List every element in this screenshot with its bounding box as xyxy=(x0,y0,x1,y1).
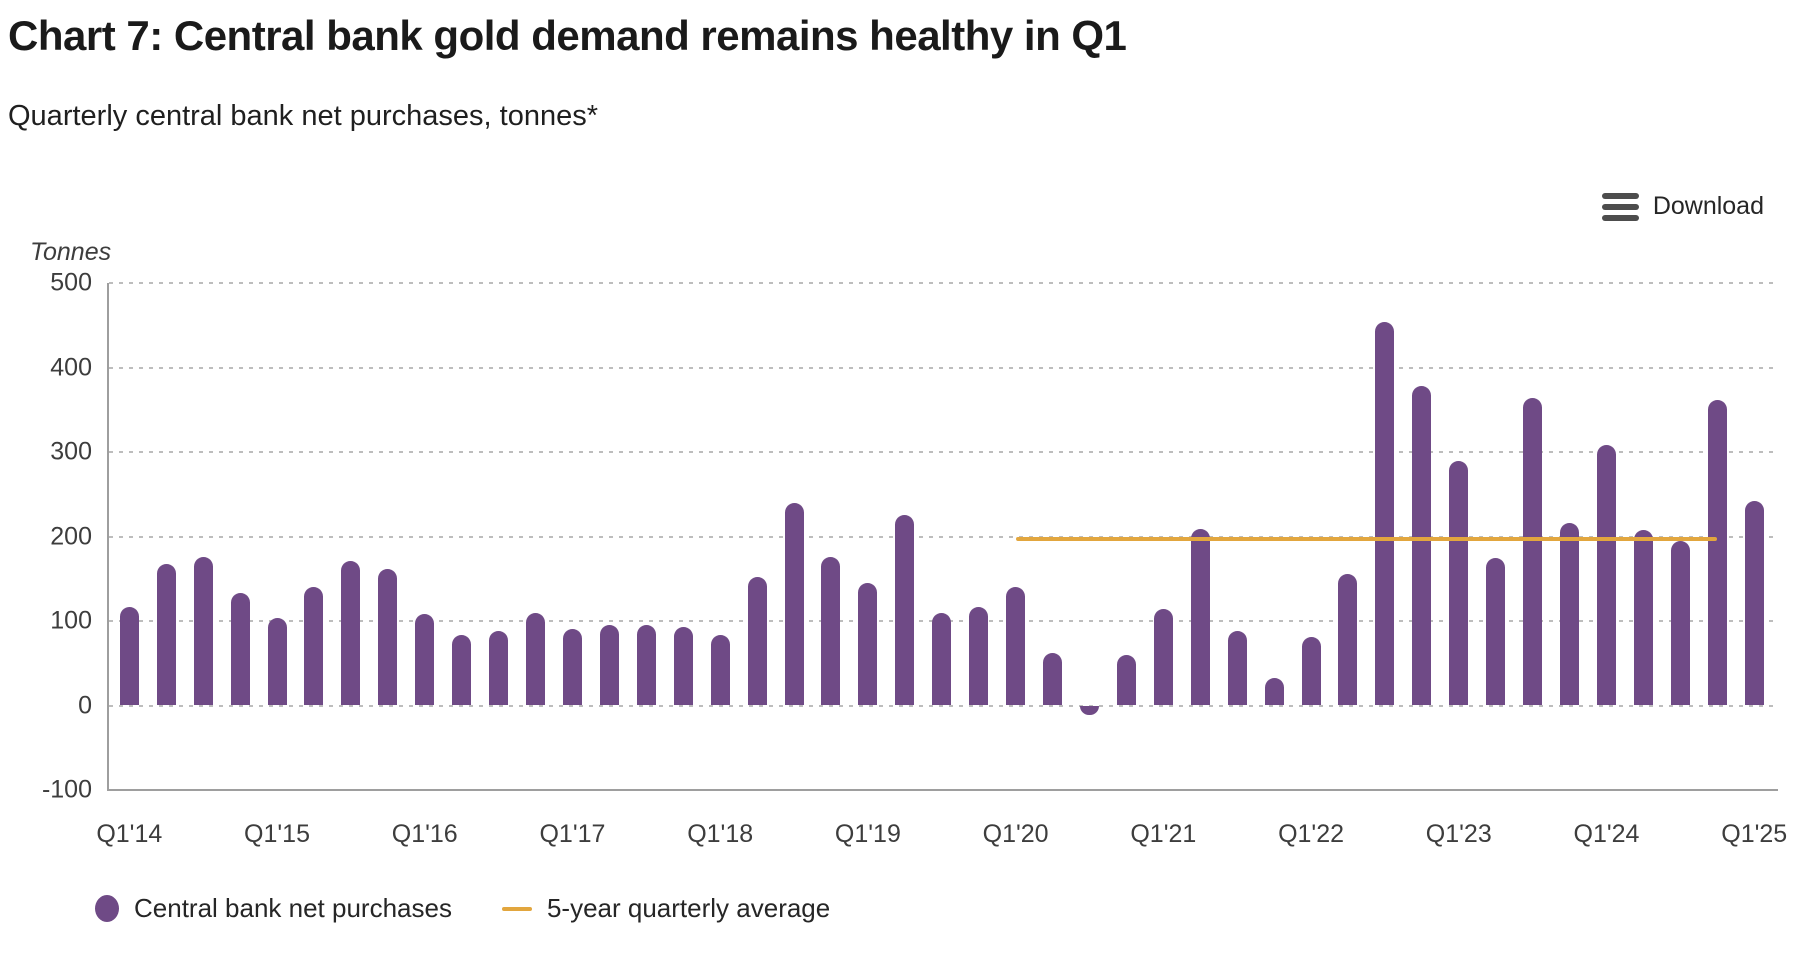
y-axis-tick-label: 200 xyxy=(50,522,92,550)
x-axis-tick-label: Q1'14 xyxy=(96,820,163,848)
chart-bar[interactable] xyxy=(1043,653,1063,706)
download-button[interactable]: Download xyxy=(1601,192,1764,221)
chart-bar[interactable] xyxy=(673,626,693,706)
chart-bar[interactable] xyxy=(1264,677,1284,706)
chart-bar[interactable] xyxy=(452,635,472,706)
chart-bar[interactable] xyxy=(1006,587,1026,706)
x-axis-tick-label: Q1'22 xyxy=(1278,820,1345,848)
chart-bar[interactable] xyxy=(895,514,915,706)
y-axis-line xyxy=(107,283,109,790)
x-axis-tick-label: Q1'21 xyxy=(1130,820,1197,848)
chart-bar[interactable] xyxy=(1523,397,1543,706)
chart-bar[interactable] xyxy=(636,625,656,706)
chart-bar[interactable] xyxy=(1301,637,1321,706)
y-axis-tick-label: -100 xyxy=(41,775,92,804)
chart-bar[interactable] xyxy=(489,631,509,706)
chart-bar[interactable] xyxy=(526,612,546,706)
y-axis-unit-label: Tonnes xyxy=(30,238,112,266)
y-axis-tick-label: 400 xyxy=(50,353,92,381)
gridline-300 xyxy=(109,451,1778,453)
chart-bar[interactable] xyxy=(1153,609,1173,706)
page-title: Chart 7: Central bank gold demand remain… xyxy=(8,12,1127,59)
chart-bar[interactable] xyxy=(304,587,324,706)
chart-bar[interactable] xyxy=(267,618,287,706)
page-subtitle: Quarterly central bank net purchases, to… xyxy=(8,100,598,132)
chart-bar[interactable] xyxy=(415,614,435,706)
chart-bar[interactable] xyxy=(562,629,582,706)
chart-bar[interactable] xyxy=(341,561,361,706)
x-axis-tick-label: Q1'18 xyxy=(687,820,754,848)
chart-bar[interactable] xyxy=(156,563,176,706)
chart-bar[interactable] xyxy=(1597,445,1616,706)
gridline-500 xyxy=(109,282,1778,284)
y-axis-tick-label: 0 xyxy=(78,691,92,719)
chart-bar[interactable] xyxy=(969,607,989,706)
bar-series-marker-icon xyxy=(95,895,119,922)
hamburger-icon xyxy=(1601,192,1639,221)
x-axis-tick-label: Q1'17 xyxy=(539,820,606,848)
chart-legend: Central bank net purchases 5-year quarte… xyxy=(95,893,830,924)
chart-bar[interactable] xyxy=(1449,461,1469,706)
legend-label: 5-year quarterly average xyxy=(546,893,831,923)
average-line xyxy=(1015,537,1718,542)
legend-item-average[interactable]: 5-year quarterly average xyxy=(501,893,831,924)
chart-bar[interactable] xyxy=(1116,654,1136,706)
chart-bar[interactable] xyxy=(230,593,250,706)
gridline-400 xyxy=(109,366,1778,369)
legend-item-net-purchases[interactable]: Central bank net purchases xyxy=(95,893,452,924)
download-label: Download xyxy=(1652,192,1764,220)
chart-bar[interactable] xyxy=(710,635,730,706)
x-axis-line xyxy=(107,789,1778,791)
y-axis-tick-label: 100 xyxy=(50,606,92,635)
chart-bar[interactable] xyxy=(119,607,139,706)
chart-bar[interactable] xyxy=(858,582,878,706)
chart-bar[interactable] xyxy=(747,577,767,706)
x-axis-tick-label: Q1'19 xyxy=(834,820,901,848)
chart-bar[interactable] xyxy=(378,568,398,706)
gridline-0 xyxy=(109,704,1778,707)
x-axis-tick-label: Q1'20 xyxy=(982,820,1049,848)
chart-bar[interactable] xyxy=(1375,321,1395,706)
chart-bar[interactable] xyxy=(1707,399,1727,706)
chart-bar[interactable] xyxy=(1486,558,1506,706)
x-axis-tick-label: Q1'25 xyxy=(1721,820,1788,848)
chart-bar[interactable] xyxy=(1670,540,1690,706)
gridline-200 xyxy=(109,535,1778,538)
x-axis-tick-label: Q1'16 xyxy=(391,820,458,848)
legend-label: Central bank net purchases xyxy=(134,893,452,923)
chart-bar[interactable] xyxy=(784,502,804,706)
x-axis-tick-label: Q1'24 xyxy=(1573,820,1640,848)
chart-bar[interactable] xyxy=(1744,501,1764,706)
chart-bar[interactable] xyxy=(1079,705,1099,715)
chart-bar[interactable] xyxy=(821,556,841,706)
chart-bar[interactable] xyxy=(1412,386,1432,706)
chart-bar[interactable] xyxy=(1560,522,1580,706)
chart-bar[interactable] xyxy=(1227,631,1247,706)
chart-bar[interactable] xyxy=(1338,573,1358,706)
chart-bar[interactable] xyxy=(1633,529,1653,706)
line-series-marker-icon xyxy=(501,906,532,911)
x-axis-tick-label: Q1'23 xyxy=(1425,820,1492,848)
chart-bar[interactable] xyxy=(1190,528,1210,706)
chart-bar[interactable] xyxy=(193,556,213,706)
chart-bar[interactable] xyxy=(932,612,952,706)
y-axis-tick-label: 500 xyxy=(50,268,92,297)
chart-bar[interactable] xyxy=(599,625,619,706)
x-axis-tick-label: Q1'15 xyxy=(244,820,310,848)
y-axis-tick-label: 300 xyxy=(50,437,92,466)
